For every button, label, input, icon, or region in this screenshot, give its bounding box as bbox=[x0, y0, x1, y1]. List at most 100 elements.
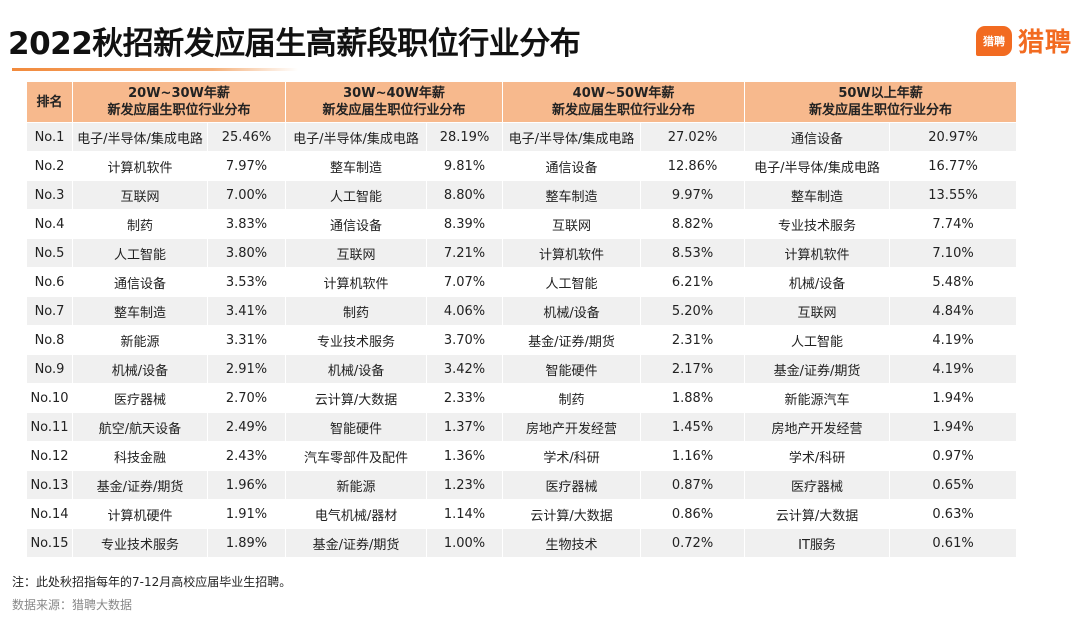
industry-cell: 制药 bbox=[285, 296, 428, 326]
percent-cell: 1.94% bbox=[889, 383, 1018, 413]
percent-cell: 7.74% bbox=[889, 209, 1018, 239]
percent-cell: 0.97% bbox=[889, 441, 1018, 471]
table-body: No.1 电子/半导体/集成电路 25.46% 电子/半导体/集成电路 28.19% 电子… bbox=[26, 122, 1018, 558]
percent-cell: 0.61% bbox=[889, 528, 1018, 558]
industry-cell: 专业技术服务 bbox=[72, 528, 208, 558]
industry-cell: 整车制造 bbox=[502, 180, 642, 210]
industry-cell: 互联网 bbox=[502, 209, 642, 239]
percent-cell: 2.33% bbox=[426, 383, 504, 413]
percent-cell: 25.46% bbox=[206, 122, 287, 152]
industry-cell: 计算机软件 bbox=[72, 151, 208, 181]
percent-cell: 3.42% bbox=[426, 354, 504, 384]
industry-cell: 汽车零部件及配件 bbox=[285, 441, 428, 471]
percent-cell: 8.39% bbox=[426, 209, 504, 239]
percent-cell: 1.14% bbox=[426, 499, 504, 529]
percent-cell: 1.16% bbox=[640, 441, 746, 471]
percent-cell: 9.97% bbox=[640, 180, 746, 210]
percent-cell: 0.72% bbox=[640, 528, 746, 558]
rank-cell: No.9 bbox=[26, 354, 73, 384]
group-header-line2: 新发应届生职位行业分布 bbox=[809, 103, 953, 118]
rank-cell: No.12 bbox=[26, 441, 73, 471]
percent-cell: 1.88% bbox=[640, 383, 746, 413]
industry-cell: 整车制造 bbox=[744, 180, 891, 210]
rank-cell: No.2 bbox=[26, 151, 73, 181]
industry-cell: 互联网 bbox=[285, 238, 428, 268]
industry-cell: 整车制造 bbox=[72, 296, 208, 326]
rank-cell: No.15 bbox=[26, 528, 73, 558]
rank-cell: No.11 bbox=[26, 412, 73, 442]
percent-cell: 5.20% bbox=[640, 296, 746, 326]
percent-cell: 2.17% bbox=[640, 354, 746, 384]
industry-cell: 基金/证券/期货 bbox=[744, 354, 891, 384]
percent-cell: 3.83% bbox=[206, 209, 287, 239]
percent-cell: 8.53% bbox=[640, 238, 746, 268]
brand-name: 猎聘 bbox=[1017, 28, 1072, 58]
group-header-line2: 新发应届生职位行业分布 bbox=[322, 103, 466, 118]
table-row: No.1 电子/半导体/集成电路 25.46% 电子/半导体/集成电路 28.19% 电子… bbox=[26, 122, 1018, 152]
industry-cell: 医疗器械 bbox=[502, 470, 642, 500]
rank-cell: No.5 bbox=[26, 238, 73, 268]
industry-cell: 云计算/大数据 bbox=[502, 499, 642, 529]
industry-cell: 机械/设备 bbox=[744, 267, 891, 297]
industry-cell: 通信设备 bbox=[744, 122, 891, 152]
percent-cell: 20.97% bbox=[889, 122, 1018, 152]
group-header-line1: 20W~30W年薪 bbox=[128, 86, 230, 101]
rank-cell: No.7 bbox=[26, 296, 73, 326]
percent-cell: 3.41% bbox=[206, 296, 287, 326]
table-row: No.15 专业技术服务 1.89% 基金/证券/期货 1.00% 生物技术 0.72% IT… bbox=[26, 528, 1018, 558]
industry-cell: 医疗器械 bbox=[72, 383, 208, 413]
group-header-20-30w: 20W~30W年薪 新发应届生职位行业分布 bbox=[71, 81, 287, 123]
rank-cell: No.4 bbox=[26, 209, 73, 239]
industry-cell: 人工智能 bbox=[744, 325, 891, 355]
percent-cell: 4.19% bbox=[889, 354, 1018, 384]
percent-cell: 16.77% bbox=[889, 151, 1018, 181]
industry-cell: 房地产开发经营 bbox=[744, 412, 891, 442]
percent-cell: 2.91% bbox=[206, 354, 287, 384]
group-header-line1: 40W~50W年薪 bbox=[572, 86, 675, 101]
percent-cell: 7.97% bbox=[206, 151, 287, 181]
industry-cell: 新能源 bbox=[72, 325, 208, 355]
percent-cell: 1.45% bbox=[640, 412, 746, 442]
industry-cell: 基金/证券/期货 bbox=[72, 470, 208, 500]
percent-cell: 1.36% bbox=[426, 441, 504, 471]
group-header-40-50w: 40W~50W年薪 新发应届生职位行业分布 bbox=[502, 81, 746, 123]
table-row: No.4 制药 3.83% 通信设备 8.39% 互联网 8.82% 专业技术服务 7.74% bbox=[26, 209, 1018, 239]
industry-cell: 通信设备 bbox=[72, 267, 208, 297]
percent-cell: 2.43% bbox=[206, 441, 287, 471]
industry-cell: 人工智能 bbox=[502, 267, 642, 297]
table-row: No.13 基金/证券/期货 1.96% 新能源 1.23% 医疗器械 0.87% 医疗器械 0… bbox=[26, 470, 1018, 500]
percent-cell: 1.37% bbox=[426, 412, 504, 442]
table-header-row: 排名 20W~30W年薪 新发应届生职位行业分布 30W~40W年薪 新发应届生… bbox=[26, 81, 1018, 123]
percent-cell: 7.21% bbox=[426, 238, 504, 268]
industry-cell: 智能硬件 bbox=[502, 354, 642, 384]
industry-cell: 计算机软件 bbox=[285, 267, 428, 297]
percent-cell: 7.00% bbox=[206, 180, 287, 210]
percent-cell: 5.48% bbox=[889, 267, 1018, 297]
rank-header: 排名 bbox=[26, 81, 73, 123]
liepin-logo-icon: 猎聘 bbox=[975, 25, 1012, 56]
industry-cell: 医疗器械 bbox=[744, 470, 891, 500]
rank-cell: No.8 bbox=[26, 325, 73, 355]
industry-cell: 电子/半导体/集成电路 bbox=[502, 122, 642, 152]
industry-cell: 整车制造 bbox=[285, 151, 428, 181]
percent-cell: 27.02% bbox=[640, 122, 746, 152]
table-row: No.3 互联网 7.00% 人工智能 8.80% 整车制造 9.97% 整车制造 13.55% bbox=[26, 180, 1018, 210]
percent-cell: 8.82% bbox=[640, 209, 746, 239]
rank-cell: No.14 bbox=[26, 499, 73, 529]
industry-cell: 通信设备 bbox=[285, 209, 428, 239]
industry-cell: 计算机软件 bbox=[502, 238, 642, 268]
rank-cell: No.10 bbox=[26, 383, 73, 413]
industry-cell: 通信设备 bbox=[502, 151, 642, 181]
industry-cell: 人工智能 bbox=[72, 238, 208, 268]
industry-cell: 专业技术服务 bbox=[744, 209, 891, 239]
industry-cell: 互联网 bbox=[72, 180, 208, 210]
industry-cell: 基金/证券/期货 bbox=[502, 325, 642, 355]
industry-cell: 云计算/大数据 bbox=[744, 499, 891, 529]
percent-cell: 12.86% bbox=[640, 151, 746, 181]
percent-cell: 3.80% bbox=[206, 238, 287, 268]
percent-cell: 3.53% bbox=[206, 267, 287, 297]
table-row: No.5 人工智能 3.80% 互联网 7.21% 计算机软件 8.53% 计算机软件 7.10… bbox=[26, 238, 1018, 268]
industry-cell: 机械/设备 bbox=[502, 296, 642, 326]
percent-cell: 13.55% bbox=[889, 180, 1018, 210]
percent-cell: 28.19% bbox=[426, 122, 504, 152]
